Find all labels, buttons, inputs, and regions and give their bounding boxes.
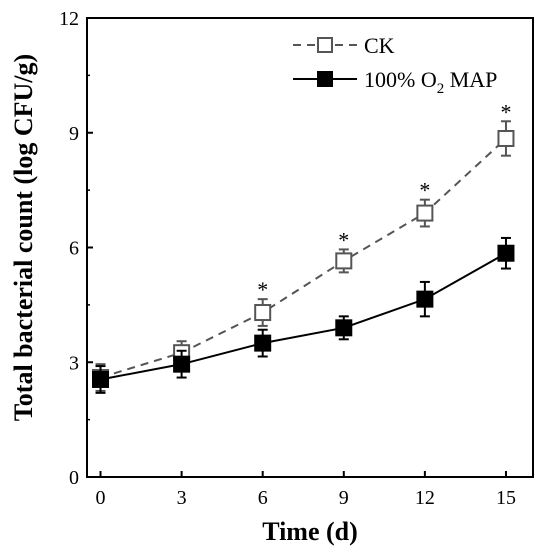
legend-ck-label: CK — [364, 33, 395, 58]
legend-o2-map-label: 100% O2 MAP — [364, 67, 497, 97]
legend-o2-map-marker — [317, 71, 333, 87]
x-axis-title: Time (d) — [262, 517, 358, 546]
data-point-ck — [497, 129, 515, 147]
data-point-o2-map — [335, 319, 353, 337]
legend-o2-map-label-part1: 100% O — [364, 67, 437, 92]
significance-asterisk: * — [338, 227, 349, 252]
series-line-o2-map — [100, 252, 507, 381]
x-tick-label: 9 — [339, 487, 349, 509]
y-tick-label: 3 — [69, 352, 79, 374]
x-tick-label: 12 — [415, 487, 435, 509]
y-tick-label: 6 — [69, 238, 79, 260]
legend-o2-map-label-part3: MAP — [444, 67, 497, 92]
legend-ck-marker — [317, 37, 333, 53]
significance-asterisk: * — [500, 99, 511, 124]
annotation-layer: * * * * — [257, 99, 511, 302]
series-layer — [92, 120, 515, 394]
y-tick-label: 12 — [59, 8, 79, 30]
series-line-ck — [100, 137, 507, 379]
data-point-o2-map — [92, 370, 110, 388]
x-tick-label: 3 — [177, 487, 187, 509]
x-tick-label: 0 — [96, 487, 106, 509]
data-point-o2-map — [173, 355, 191, 373]
data-point-ck — [416, 204, 434, 222]
y-axis-title: Total bacterial count (log CFU/g) — [9, 54, 38, 421]
data-point-o2-map — [416, 290, 434, 308]
x-tick-label: 6 — [258, 487, 268, 509]
data-point-ck — [254, 304, 272, 322]
legend: CK 100% O2 MAP — [293, 33, 497, 97]
significance-asterisk: * — [419, 178, 430, 203]
data-point-ck — [335, 252, 353, 270]
y-tick-label: 0 — [69, 467, 79, 489]
data-point-o2-map — [497, 244, 515, 262]
y-tick-label: 9 — [69, 123, 79, 145]
significance-asterisk: * — [257, 277, 268, 302]
legend-o2-map-label-subscript: 2 — [437, 81, 445, 97]
data-point-o2-map — [254, 334, 272, 352]
x-tick-label: 15 — [496, 487, 516, 509]
axes: 0 3 6 9 12 15 0 3 6 9 12 — [59, 8, 534, 509]
